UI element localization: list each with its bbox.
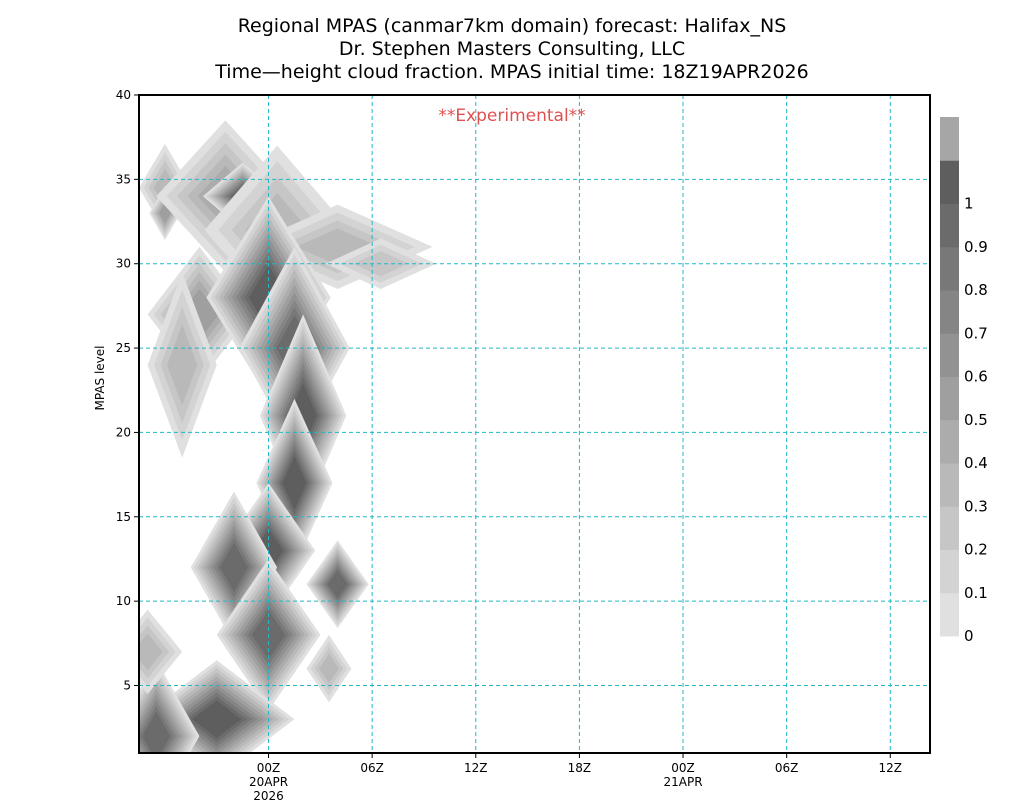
y-axis-label: MPAS level	[93, 346, 107, 411]
colorbar-label: 0	[964, 627, 974, 645]
cloud-contour	[139, 633, 163, 671]
colorbar-segment	[940, 549, 959, 594]
x-tick-label: 12Z	[464, 761, 488, 775]
x-tick-label: 06Z	[775, 761, 799, 775]
colorbar-segment	[940, 290, 959, 334]
x-tick-date-label: 21APR	[663, 775, 702, 789]
colorbar-segment	[940, 506, 959, 550]
y-tick-label: 40	[116, 88, 131, 102]
x-tick-label: 12Z	[879, 761, 903, 775]
x-tick-date-label: 2026	[253, 789, 284, 800]
colorbar-segment	[940, 160, 959, 204]
colorbar-segment	[940, 246, 959, 291]
colorbar-label: 0.5	[964, 411, 988, 429]
cloud-contour	[219, 542, 249, 593]
x-tick-label: 06Z	[360, 761, 384, 775]
grid-lines	[139, 95, 930, 753]
experimental-annotation: **Experimental**	[438, 106, 585, 126]
colorbar-segment	[940, 117, 959, 161]
cloud-cell	[147, 272, 217, 458]
colorbar-segment	[940, 203, 959, 248]
colorbar-segment	[940, 592, 959, 637]
colorbar-label: 0.1	[964, 584, 988, 602]
x-tick-label: 18Z	[568, 761, 592, 775]
y-tick-label: 10	[116, 594, 131, 608]
colorbar-label: 0.4	[964, 454, 988, 472]
y-tick-label: 15	[116, 510, 131, 524]
cloud-contour	[159, 202, 171, 224]
cloud-contour	[327, 570, 348, 599]
cloud-cell	[139, 609, 183, 694]
y-tick-label: 30	[116, 257, 131, 271]
cloud-contour	[167, 324, 198, 406]
chart-title-line-2: Dr. Stephen Masters Consulting, LLC	[339, 38, 685, 60]
cloud-fraction-field	[139, 120, 437, 753]
x-tick-label: 00Z	[671, 761, 695, 775]
cloud-contour	[319, 653, 339, 684]
colorbar-label: 0.3	[964, 497, 988, 515]
y-tick-label: 25	[116, 341, 131, 355]
x-tick-date-label: 20APR	[249, 775, 288, 789]
colorbar-label: 0.6	[964, 368, 988, 386]
cloud-contour	[282, 456, 307, 510]
colorbar-label: 0.7	[964, 324, 988, 342]
colorbar-segment	[940, 333, 959, 377]
y-axis: 5 10 15 20 25 30 35 40	[116, 88, 139, 693]
colorbar-label: 1	[964, 195, 974, 213]
y-tick-label: 20	[116, 425, 131, 439]
colorbar-segment	[940, 419, 959, 464]
colorbar-segment	[940, 463, 959, 507]
plot-frame	[138, 94, 931, 754]
colorbar-label: 0.2	[964, 541, 988, 559]
cloud-contour	[191, 700, 242, 739]
colorbar-label: 0.9	[964, 238, 988, 256]
colorbar-label: 0.8	[964, 281, 988, 299]
x-tick-label: 00Z	[257, 761, 281, 775]
cloud-cell	[139, 660, 200, 753]
cloud-contour	[142, 711, 171, 753]
chart-title-line-1: Regional MPAS (canmar7km domain) forecas…	[238, 15, 787, 37]
cloud-cell	[306, 540, 369, 629]
colorbar: 0 0.1 0.2 0.3 0.4 0.5 0.6 0.7 0.8 0.9 1	[940, 117, 988, 645]
y-tick-label: 35	[116, 172, 131, 186]
chart-title-line-3: Time—height cloud fraction. MPAS initial…	[214, 61, 808, 83]
y-tick-label: 5	[123, 679, 131, 693]
colorbar-segment	[940, 376, 959, 421]
